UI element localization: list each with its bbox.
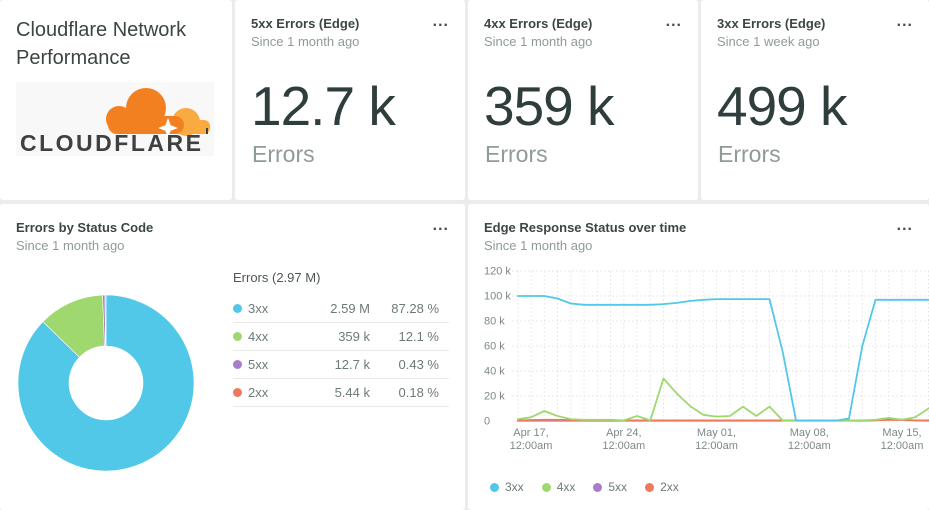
donut-slice-3xx[interactable] [18, 295, 194, 471]
legend-label: 3xx [505, 480, 524, 494]
row-label: 5xx [248, 357, 269, 372]
cloud-icon [106, 88, 210, 138]
table-row: 2xx 5.44 k 0.18 % [233, 379, 449, 407]
line-chart: 120 k 100 k 80 k 60 k 40 k 20 k 0 Apr 17, 12:00a… [484, 266, 929, 452]
x-axis-tick: Apr 24, 12:00am [602, 427, 645, 452]
legend-item-2xx[interactable]: 2xx [645, 480, 679, 494]
y-axis-tick: 0 [484, 416, 490, 428]
stat-value: 499 k [717, 75, 848, 137]
row-label: 3xx [248, 301, 269, 316]
cloudflare-logo-icon: CLOUDFLARE [20, 88, 210, 156]
pie-legend-table: 3xx 2.59 M 87.28 % 4xx 359 k 12.1 % 5xx … [233, 295, 449, 407]
x-axis-tick: Apr 17, 12:00am [510, 427, 553, 452]
legend-label: 4xx [556, 480, 576, 494]
donut-chart [18, 295, 194, 471]
stat-unit: Errors [485, 141, 548, 167]
row-label: 4xx [248, 329, 269, 344]
stat-card-subtitle: Since 1 month ago [484, 34, 593, 49]
legend-item-3xx[interactable]: 3xx [490, 480, 524, 494]
card-title: Edge Response Status over time [484, 220, 687, 235]
row-percent: 12.1 % [398, 329, 439, 344]
series-line-3xx [516, 295, 929, 422]
legend-item-5xx[interactable]: 5xx [593, 480, 627, 494]
stat-card-title: 5xx Errors (Edge) [251, 16, 360, 31]
table-row: 3xx 2.59 M 87.28 % [233, 295, 449, 323]
legend-dot-icon [233, 360, 242, 369]
card-menu-icon[interactable]: ... [665, 13, 682, 30]
legend-dot-icon [233, 332, 242, 341]
legend-label: 5xx [608, 480, 628, 494]
card-title: Errors by Status Code [16, 220, 154, 235]
legend-dot-icon [593, 482, 603, 492]
series-line-4xx [516, 377, 929, 422]
stat-card-5xx: 5xx Errors (Edge) Since 1 month ago ... … [235, 0, 465, 200]
card-menu-icon[interactable]: ... [896, 217, 913, 234]
x-axis-tick: May 15, 12:00am [881, 427, 924, 452]
table-row: 5xx 12.7 k 0.43 % [233, 351, 449, 379]
y-axis-tick: 120 k [484, 266, 511, 278]
x-axis-tick: May 01, 12:00am [695, 427, 738, 452]
y-axis-tick: 20 k [484, 391, 505, 403]
row-value: 5.44 k [334, 385, 370, 400]
card-menu-icon[interactable]: ... [896, 13, 913, 30]
legend-dot-icon [233, 388, 242, 397]
stat-card-subtitle: Since 1 week ago [717, 34, 820, 49]
legend-item-4xx[interactable]: 4xx [541, 480, 576, 494]
row-percent: 0.18 % [398, 385, 439, 400]
legend-dot-icon [490, 482, 499, 492]
y-axis-tick: 100 k [484, 291, 511, 303]
y-axis-tick: 80 k [484, 316, 505, 328]
stat-card-title: 3xx Errors (Edge) [717, 16, 826, 31]
table-row: 4xx 359 k 12.1 % [233, 323, 449, 351]
dashboard-title: Cloudflare Network Performance [16, 19, 187, 69]
row-label: 2xx [248, 385, 269, 400]
legend-dot-icon [233, 304, 242, 313]
stat-unit: Errors [252, 141, 315, 167]
stat-card-title: 4xx Errors (Edge) [484, 16, 593, 31]
row-percent: 87.28 % [391, 301, 439, 316]
card-menu-icon[interactable]: ... [432, 13, 449, 30]
row-percent: 0.43 % [398, 357, 439, 372]
cloudflare-logo: CLOUDFLARE [16, 82, 214, 156]
card-subtitle: Since 1 month ago [16, 238, 125, 253]
x-axis-tick: May 08, 12:00am [788, 427, 831, 452]
row-value: 12.7 k [334, 357, 370, 372]
y-axis-tick: 60 k [484, 341, 505, 353]
header-card: Cloudflare Network Performance CLOUDFLAR… [0, 0, 232, 200]
y-axis-tick: 40 k [484, 366, 505, 378]
pie-legend-header: Errors (2.97 M) [233, 270, 321, 285]
stat-value: 12.7 k [251, 75, 396, 137]
legend-dot-icon [645, 482, 655, 492]
stat-card-subtitle: Since 1 month ago [251, 34, 360, 49]
row-value: 359 k [338, 329, 370, 344]
legend-label: 2xx [660, 480, 679, 494]
line-chart-legend: 3xx 4xx 5xx 2xx [490, 480, 679, 494]
legend-dot-icon [541, 482, 551, 492]
stat-card-3xx: 3xx Errors (Edge) Since 1 week ago ... 4… [701, 0, 929, 200]
card-menu-icon[interactable]: ... [432, 217, 449, 234]
stat-card-4xx: 4xx Errors (Edge) Since 1 month ago ... … [468, 0, 698, 200]
errors-by-status-card: Errors by Status Code Since 1 month ago … [0, 204, 465, 510]
edge-response-status-card: Edge Response Status over time Since 1 m… [468, 204, 929, 510]
stat-value: 359 k [484, 75, 615, 137]
row-value: 2.59 M [330, 301, 370, 316]
logo-wordmark: CLOUDFLARE [20, 130, 203, 156]
card-subtitle: Since 1 month ago [484, 238, 593, 253]
donut-slice-2xx[interactable] [104, 295, 107, 347]
stat-unit: Errors [718, 141, 781, 167]
